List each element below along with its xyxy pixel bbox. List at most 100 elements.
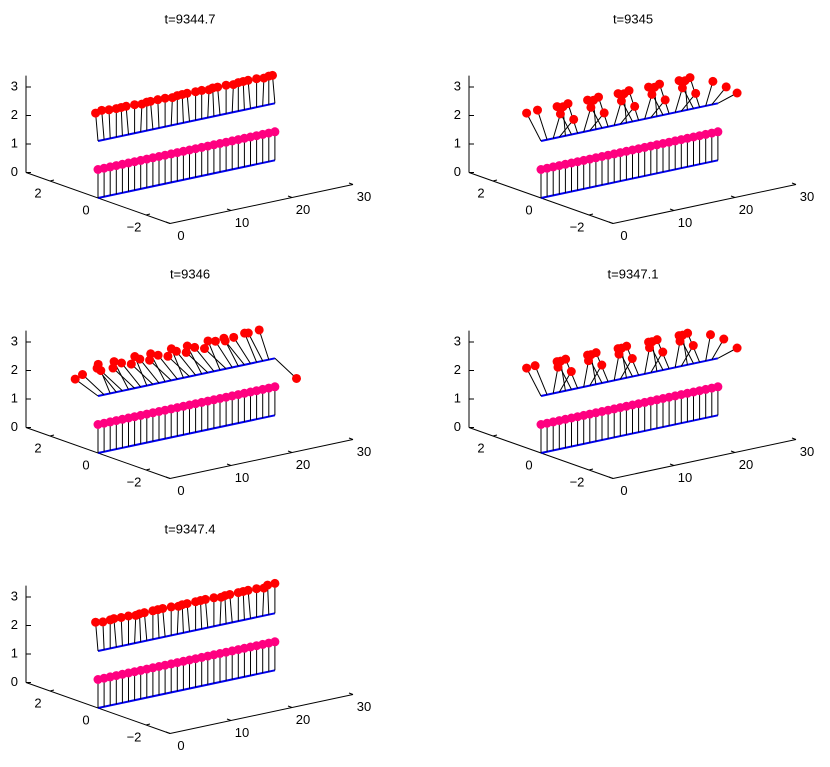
stem bbox=[214, 340, 233, 368]
stem bbox=[176, 350, 196, 376]
x-tick-label: 0 bbox=[620, 228, 627, 243]
z-tick-label: 2 bbox=[454, 362, 461, 377]
stem bbox=[139, 613, 142, 642]
bob bbox=[594, 92, 603, 102]
bob bbox=[221, 80, 231, 90]
y-tick bbox=[588, 213, 594, 216]
x-tick-label: 20 bbox=[739, 457, 753, 472]
bob bbox=[583, 350, 593, 360]
stem bbox=[224, 595, 227, 624]
bob bbox=[674, 331, 684, 341]
y-tick-label: 2 bbox=[477, 440, 484, 455]
bob bbox=[292, 373, 301, 383]
y-tick-label: −2 bbox=[127, 219, 142, 234]
x-tick bbox=[226, 463, 232, 466]
y-tick-label: −2 bbox=[127, 729, 142, 744]
stem bbox=[204, 599, 209, 628]
z-tick-label: 0 bbox=[11, 674, 18, 689]
x-tick bbox=[348, 182, 354, 185]
pivot-line bbox=[540, 357, 719, 397]
pivot-line bbox=[97, 159, 276, 199]
x-tick bbox=[791, 437, 797, 440]
bob bbox=[254, 325, 264, 335]
x-tick bbox=[730, 450, 736, 453]
stem bbox=[157, 354, 178, 380]
bob bbox=[691, 88, 701, 98]
bob bbox=[270, 637, 280, 647]
bob bbox=[630, 101, 640, 111]
stem bbox=[204, 348, 227, 370]
bob bbox=[732, 88, 742, 98]
bob bbox=[181, 347, 191, 357]
stem bbox=[194, 347, 215, 372]
bob bbox=[522, 108, 532, 118]
bob bbox=[647, 89, 657, 99]
stem bbox=[139, 358, 160, 384]
x-tick-label: 10 bbox=[678, 470, 692, 485]
bob bbox=[210, 336, 220, 346]
stem bbox=[247, 80, 251, 109]
stem bbox=[526, 367, 542, 397]
panel-title: t=9346 bbox=[170, 266, 210, 281]
stem bbox=[262, 78, 265, 106]
stem bbox=[217, 87, 221, 116]
x-tick bbox=[608, 476, 614, 479]
pivot-line bbox=[97, 414, 276, 454]
stem bbox=[242, 591, 245, 620]
stem bbox=[113, 618, 117, 648]
stem bbox=[233, 337, 251, 364]
bob bbox=[263, 580, 273, 590]
stem bbox=[121, 362, 142, 388]
y-tick bbox=[145, 468, 151, 471]
x-tick bbox=[226, 208, 232, 211]
stem bbox=[170, 97, 173, 126]
stem bbox=[186, 603, 190, 632]
pivot-line bbox=[540, 414, 719, 454]
x-tick-label: 20 bbox=[296, 457, 310, 472]
stem bbox=[247, 332, 264, 362]
x-tick bbox=[669, 208, 675, 211]
stem bbox=[100, 370, 123, 392]
stem bbox=[176, 606, 179, 635]
bob bbox=[674, 76, 684, 86]
x-tick-label: 0 bbox=[620, 483, 627, 498]
stem bbox=[74, 378, 99, 397]
pivot-line bbox=[97, 357, 276, 397]
bob bbox=[130, 100, 140, 110]
bob bbox=[599, 108, 609, 118]
x-tick-label: 10 bbox=[235, 470, 249, 485]
x-tick bbox=[791, 182, 797, 185]
y-tick-label: 2 bbox=[34, 440, 41, 455]
bob bbox=[182, 599, 192, 609]
x-tick-label: 10 bbox=[678, 215, 692, 230]
panel-title: t=9347.4 bbox=[165, 521, 216, 536]
x-tick bbox=[226, 718, 232, 721]
x-tick bbox=[287, 195, 293, 198]
bob bbox=[252, 584, 262, 594]
x-tick bbox=[165, 476, 171, 479]
y-tick-label: 0 bbox=[82, 457, 89, 472]
stem bbox=[157, 609, 160, 639]
bob bbox=[243, 585, 253, 595]
z-tick-label: 3 bbox=[454, 78, 461, 93]
z-tick-label: 0 bbox=[454, 419, 461, 434]
bob bbox=[706, 330, 715, 340]
stem bbox=[157, 99, 160, 129]
x-tick-label: 0 bbox=[177, 738, 184, 753]
bob bbox=[613, 344, 623, 354]
bob bbox=[171, 346, 181, 356]
x-tick-label: 30 bbox=[800, 444, 814, 459]
bob bbox=[713, 127, 723, 137]
stem bbox=[140, 104, 143, 132]
y-tick-label: 2 bbox=[34, 695, 41, 710]
z-tick-label: 0 bbox=[454, 164, 461, 179]
x-tick bbox=[348, 437, 354, 440]
x-tick-label: 20 bbox=[296, 202, 310, 217]
bob bbox=[530, 361, 540, 371]
y-tick bbox=[492, 434, 498, 437]
stem bbox=[272, 75, 276, 104]
stem bbox=[231, 84, 234, 113]
x-tick-label: 10 bbox=[235, 725, 249, 740]
stem bbox=[262, 588, 265, 616]
